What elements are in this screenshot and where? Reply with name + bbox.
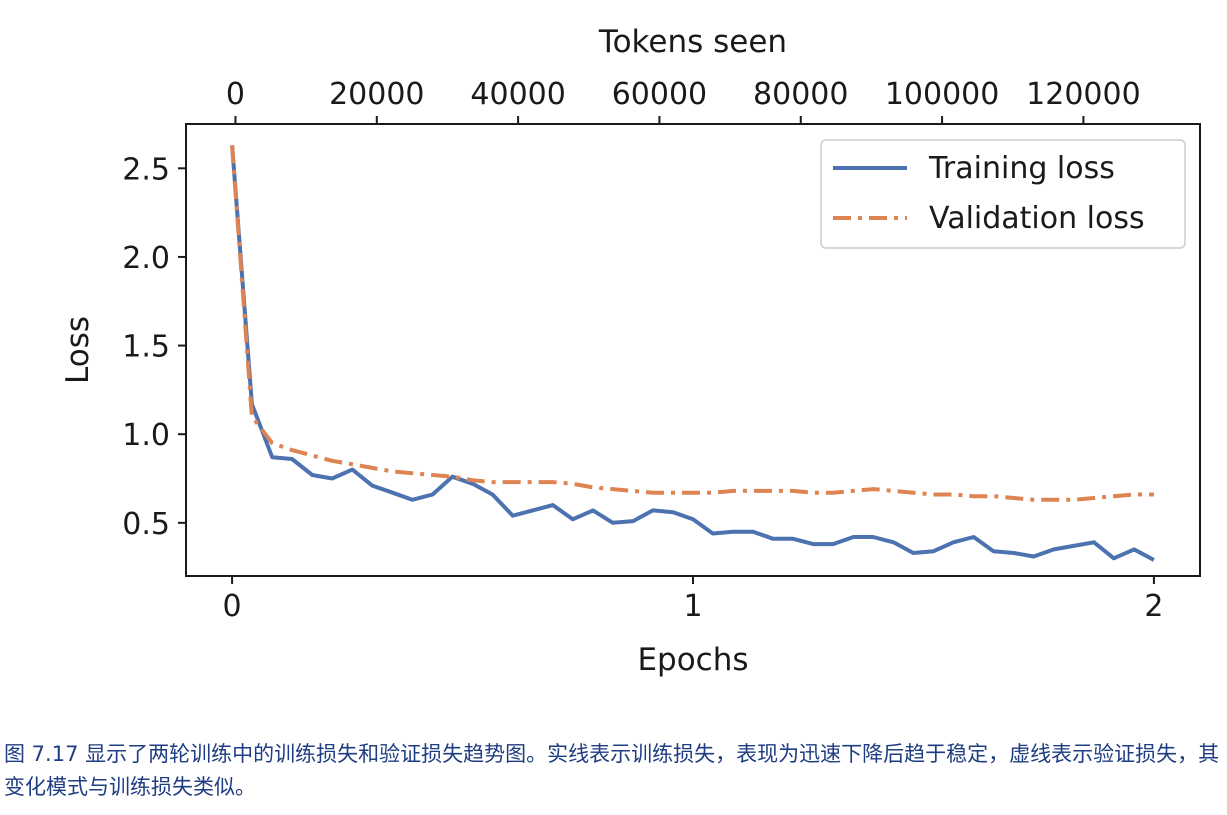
series-line-validation-loss [230,145,1154,502]
y-tick-label: 2.5 [122,152,170,187]
legend-label-training-loss: Training loss [928,151,1115,186]
loss-chart: 0 1 2 0 20000 40000 60000 80000 100000 120000 0.5 1… [60,24,1201,678]
x2-tick-label: 100000 [885,77,1000,112]
x2-tick-label: 0 [226,77,245,112]
y-tick-label: 1.0 [122,418,170,453]
bottom-axis-title: Epochs [637,642,748,678]
y-axis-title: Loss [60,316,96,384]
x-tick-label: 0 [223,589,242,624]
x-tick-label: 2 [1144,589,1163,624]
legend-box [820,139,1186,249]
plot-lines [230,145,1155,562]
figure-caption: 图 7.17 显示了两轮训练中的训练损失和验证损失趋势图。实线表示训练损失，表现… [4,742,1220,799]
axis-ticks: 0 1 2 0 20000 40000 60000 80000 100000 120000 0.5 1… [122,77,1163,624]
series-line-training-loss [230,145,1155,562]
x2-tick-label: 120000 [1026,77,1141,112]
x2-tick-label: 20000 [329,77,424,112]
x2-tick-label: 40000 [470,77,565,112]
x2-tick-label: 80000 [753,77,848,112]
x2-tick-label: 60000 [612,77,707,112]
y-tick-label: 0.5 [122,507,170,542]
legend: Training loss Validation loss [820,139,1186,249]
y-tick-label: 1.5 [122,330,170,365]
x-tick-label: 1 [683,589,702,624]
y-tick-label: 2.0 [122,241,170,276]
legend-label-validation-loss: Validation loss [929,201,1145,236]
top-axis-title: Tokens seen [598,24,787,60]
